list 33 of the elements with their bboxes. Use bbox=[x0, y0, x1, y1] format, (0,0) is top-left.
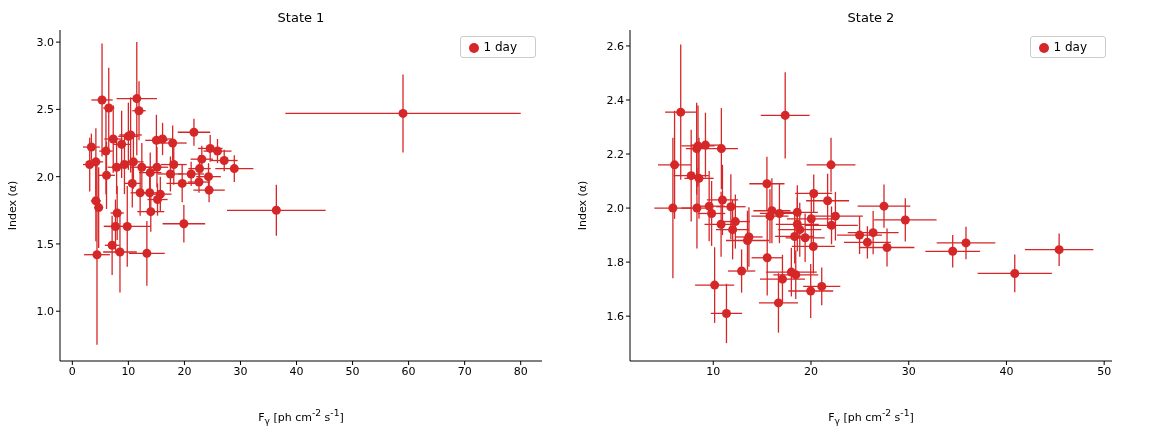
x-tick-label: 30 bbox=[233, 364, 248, 378]
x-tick-label: 60 bbox=[401, 364, 416, 378]
y-tick-label: 1.0 bbox=[36, 305, 54, 319]
y-tick-label: 1.6 bbox=[606, 310, 624, 324]
legend-label: 1 day bbox=[1053, 40, 1087, 54]
x-tick-label: 20 bbox=[177, 364, 192, 378]
y-tick-label: 3.0 bbox=[36, 36, 54, 50]
chart-title: State 2 bbox=[846, 10, 896, 25]
y-tick-label: 1.8 bbox=[606, 256, 624, 270]
x-tick-label: 30 bbox=[901, 364, 916, 378]
y-tick-label: 2.5 bbox=[36, 103, 54, 117]
y-tick-label: 2.4 bbox=[606, 93, 624, 107]
y-axis-title: Index (α) bbox=[575, 179, 589, 232]
x-tick-label: 20 bbox=[803, 364, 818, 378]
x-tick-label: 40 bbox=[999, 364, 1014, 378]
x-tick-label: 10 bbox=[121, 364, 136, 378]
x-axis-title: F$_{γ}$ [ph cm$^{-2}$ s$^{-1}$] bbox=[257, 407, 345, 426]
legend-label: 1 day bbox=[483, 40, 517, 54]
y-axis-title: Index (α) bbox=[5, 179, 19, 232]
chart-title: State 1 bbox=[276, 10, 326, 25]
x-tick-label: 70 bbox=[457, 364, 472, 378]
x-tick-label: 50 bbox=[1097, 364, 1112, 378]
x-tick-label: 0 bbox=[68, 364, 76, 378]
y-tick-label: 1.5 bbox=[36, 237, 54, 251]
y-tick-label: 2.0 bbox=[36, 170, 54, 184]
x-tick-label: 10 bbox=[706, 364, 721, 378]
x-tick-label: 80 bbox=[513, 364, 528, 378]
y-tick-label: 2.6 bbox=[606, 39, 624, 53]
y-tick-label: 2.0 bbox=[606, 201, 624, 215]
x-tick-label: 40 bbox=[289, 364, 304, 378]
x-tick-label: 50 bbox=[345, 364, 360, 378]
y-tick-label: 2.2 bbox=[606, 147, 624, 161]
x-axis-title: F$_{γ}$ [ph cm$^{-2}$ s$^{-1}$] bbox=[827, 407, 915, 426]
